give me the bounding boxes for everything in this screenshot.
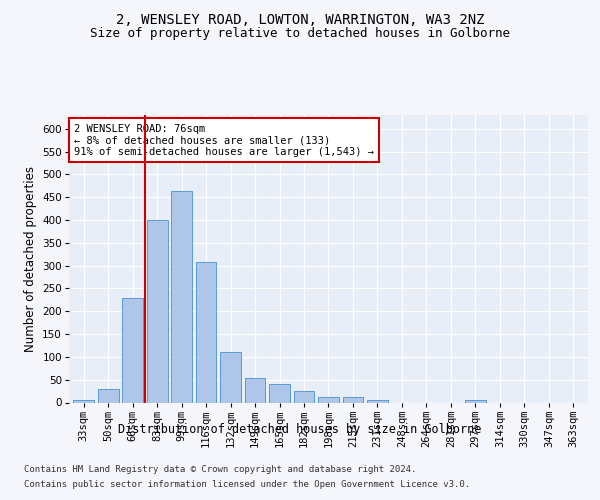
- Bar: [73, 400, 94, 402]
- Bar: [318, 396, 339, 402]
- Text: Contains public sector information licensed under the Open Government Licence v3: Contains public sector information licen…: [24, 480, 470, 489]
- Y-axis label: Number of detached properties: Number of detached properties: [24, 166, 37, 352]
- Text: 2, WENSLEY ROAD, LOWTON, WARRINGTON, WA3 2NZ: 2, WENSLEY ROAD, LOWTON, WARRINGTON, WA3…: [116, 12, 484, 26]
- Bar: [98, 389, 119, 402]
- Text: 2 WENSLEY ROAD: 76sqm
← 8% of detached houses are smaller (133)
91% of semi-deta: 2 WENSLEY ROAD: 76sqm ← 8% of detached h…: [74, 124, 374, 157]
- Bar: [343, 398, 364, 402]
- Text: Size of property relative to detached houses in Golborne: Size of property relative to detached ho…: [90, 28, 510, 40]
- Bar: [122, 298, 143, 403]
- Bar: [465, 400, 486, 402]
- Bar: [196, 262, 217, 402]
- Bar: [220, 352, 241, 403]
- Text: Contains HM Land Registry data © Crown copyright and database right 2024.: Contains HM Land Registry data © Crown c…: [24, 465, 416, 474]
- Bar: [293, 390, 314, 402]
- Bar: [269, 384, 290, 402]
- Bar: [245, 378, 265, 402]
- Bar: [171, 191, 192, 402]
- Bar: [147, 220, 167, 402]
- Text: Distribution of detached houses by size in Golborne: Distribution of detached houses by size …: [118, 422, 482, 436]
- Bar: [367, 400, 388, 402]
